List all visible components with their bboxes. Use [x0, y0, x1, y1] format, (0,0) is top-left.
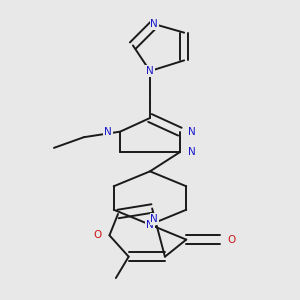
Text: N: N — [146, 220, 154, 230]
Text: N: N — [104, 127, 112, 137]
Text: O: O — [93, 230, 102, 240]
Text: N: N — [150, 214, 158, 224]
Text: N: N — [146, 66, 154, 76]
Text: N: N — [188, 127, 196, 137]
Text: N: N — [188, 147, 196, 157]
Text: O: O — [227, 235, 235, 244]
Text: N: N — [150, 19, 158, 29]
